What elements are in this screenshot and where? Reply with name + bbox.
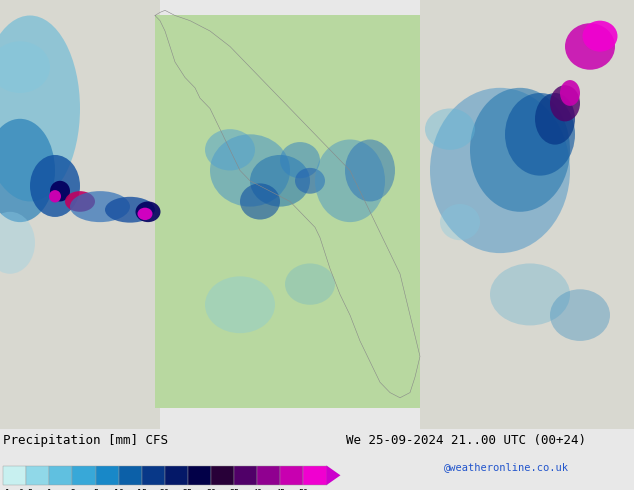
Text: 15: 15 [137, 489, 146, 490]
Text: 1: 1 [47, 489, 52, 490]
FancyBboxPatch shape [155, 16, 420, 408]
Ellipse shape [0, 212, 35, 274]
Polygon shape [327, 466, 340, 485]
Ellipse shape [250, 155, 310, 207]
Bar [304, 466, 327, 485]
Text: 0.5: 0.5 [19, 489, 34, 490]
Text: 40: 40 [252, 489, 262, 490]
Ellipse shape [210, 134, 290, 207]
Ellipse shape [295, 168, 325, 194]
Ellipse shape [136, 201, 160, 222]
Ellipse shape [205, 129, 255, 171]
Ellipse shape [425, 108, 475, 150]
Ellipse shape [49, 190, 61, 202]
Ellipse shape [583, 21, 618, 51]
Ellipse shape [470, 88, 570, 212]
Text: 30: 30 [206, 489, 216, 490]
Ellipse shape [65, 191, 95, 212]
Ellipse shape [280, 142, 320, 178]
FancyBboxPatch shape [420, 0, 634, 429]
Text: @weatheronline.co.uk: @weatheronline.co.uk [444, 462, 569, 472]
Bar [26, 466, 49, 485]
Bar [72, 466, 96, 485]
Ellipse shape [105, 197, 155, 222]
Ellipse shape [240, 183, 280, 220]
Bar [257, 466, 280, 485]
Ellipse shape [285, 264, 335, 305]
Text: We 25-09-2024 21..00 UTC (00+24): We 25-09-2024 21..00 UTC (00+24) [346, 434, 586, 447]
Bar [142, 466, 165, 485]
Ellipse shape [505, 93, 575, 175]
Text: 20: 20 [160, 489, 170, 490]
Bar [211, 466, 234, 485]
Ellipse shape [550, 85, 580, 122]
Ellipse shape [70, 191, 130, 222]
Ellipse shape [430, 88, 570, 253]
Text: 2: 2 [70, 489, 75, 490]
Ellipse shape [535, 93, 575, 145]
Bar [188, 466, 211, 485]
Text: Precipitation [mm] CFS: Precipitation [mm] CFS [3, 434, 168, 447]
Text: 45: 45 [275, 489, 285, 490]
Ellipse shape [30, 155, 80, 217]
Ellipse shape [0, 119, 55, 222]
Ellipse shape [50, 181, 70, 201]
Bar [280, 466, 304, 485]
Text: 25: 25 [183, 489, 193, 490]
Text: 10: 10 [113, 489, 124, 490]
Ellipse shape [138, 208, 153, 220]
Ellipse shape [560, 80, 580, 106]
Ellipse shape [490, 264, 570, 325]
Bar [119, 466, 142, 485]
Text: 0.1: 0.1 [0, 489, 11, 490]
Ellipse shape [550, 289, 610, 341]
Ellipse shape [205, 276, 275, 333]
Ellipse shape [315, 140, 385, 222]
Bar [3, 466, 26, 485]
Text: 50: 50 [299, 489, 308, 490]
Ellipse shape [0, 41, 50, 93]
Bar [49, 466, 72, 485]
Ellipse shape [565, 23, 615, 70]
Bar [165, 466, 188, 485]
Ellipse shape [345, 140, 395, 201]
Bar [96, 466, 119, 485]
Text: 5: 5 [93, 489, 98, 490]
Ellipse shape [0, 16, 80, 201]
FancyBboxPatch shape [0, 0, 160, 429]
Text: 35: 35 [229, 489, 239, 490]
Bar [234, 466, 257, 485]
Ellipse shape [440, 204, 480, 240]
